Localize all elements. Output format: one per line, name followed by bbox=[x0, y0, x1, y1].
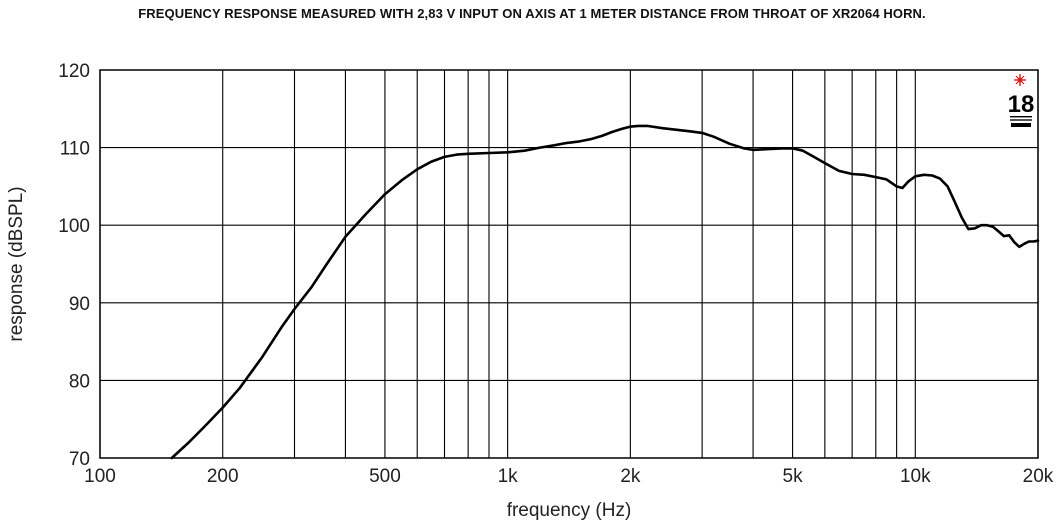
y-tick-label: 120 bbox=[58, 61, 90, 82]
y-tick-label: 100 bbox=[58, 216, 90, 237]
y-tick-labels: 70 80 90 100 110 120 bbox=[58, 61, 90, 470]
x-axis-label: frequency (Hz) bbox=[507, 500, 632, 521]
brand-logo: 18 bbox=[1008, 74, 1035, 127]
y-axis-label: response (dBSPL) bbox=[6, 186, 27, 341]
y-tick-label: 70 bbox=[69, 449, 90, 470]
x-tick-label: 2k bbox=[620, 466, 641, 487]
star-icon bbox=[1014, 74, 1026, 86]
y-tick-label: 90 bbox=[69, 294, 90, 315]
y-tick-label: 80 bbox=[69, 371, 90, 392]
grid bbox=[99, 69, 1039, 459]
x-tick-label: 5k bbox=[783, 466, 804, 487]
svg-text:18: 18 bbox=[1008, 91, 1035, 118]
x-tick-label: 10k bbox=[900, 466, 931, 487]
x-tick-label: 100 bbox=[84, 466, 116, 487]
response-curve bbox=[170, 124, 1040, 460]
x-tick-label: 20k bbox=[1023, 466, 1054, 487]
chart-title: FREQUENCY RESPONSE MEASURED WITH 2,83 V … bbox=[138, 6, 926, 21]
plot-frame bbox=[99, 69, 1039, 459]
x-tick-label: 500 bbox=[369, 466, 401, 487]
x-tick-label: 1k bbox=[498, 466, 519, 487]
x-tick-labels: 100 200 500 1k 2k 5k 10k 20k bbox=[84, 466, 1054, 487]
x-tick-label: 200 bbox=[207, 466, 239, 487]
y-tick-label: 110 bbox=[60, 139, 90, 160]
